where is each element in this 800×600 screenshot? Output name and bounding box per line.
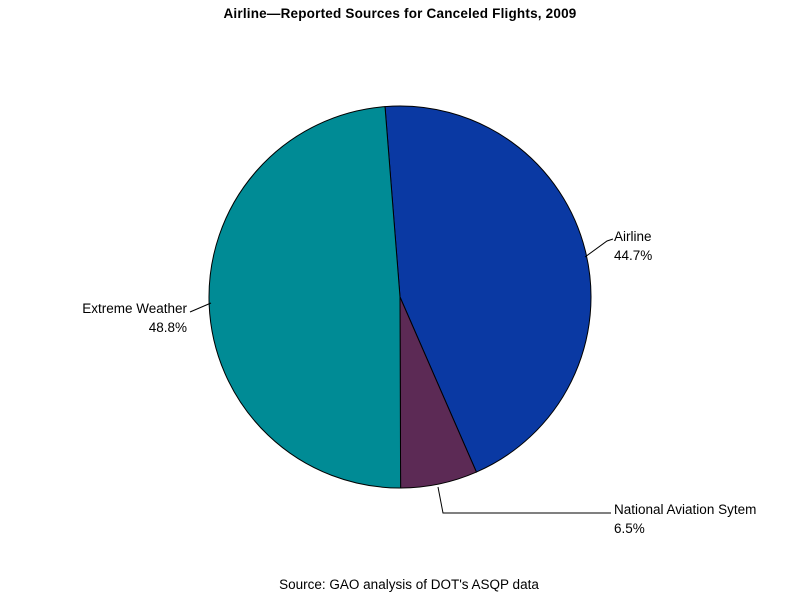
pie-slice-extreme-weather: [208, 106, 402, 489]
airline-slice-label: Airline 44.7%: [614, 227, 652, 265]
extreme-weather-slice-label: Extreme Weather 48.8%: [82, 299, 187, 337]
national-aviation-sytem-slice-label-pct: 6.5%: [614, 521, 645, 536]
pie-slices-group: [208, 105, 592, 489]
chart-title: Airline—Reported Sources for Canceled Fl…: [223, 6, 577, 21]
airline-slice-label-name: Airline: [614, 229, 652, 244]
extreme-weather-slice-label-name: Extreme Weather: [82, 301, 187, 316]
national-aviation-sytem-leader-line: [437, 486, 611, 514]
airline-leader-line: [584, 238, 614, 258]
airline-slice-label-pct: 44.7%: [614, 248, 653, 263]
national-aviation-sytem-slice-label-name: National Aviation Sytem: [614, 502, 757, 517]
extreme-weather-slice-label-pct: 48.8%: [148, 320, 187, 335]
extreme-weather-leader-line: [189, 302, 212, 313]
national-aviation-sytem-slice-label: National Aviation Sytem 6.5%: [614, 500, 756, 538]
source-note: Source: GAO analysis of DOT's ASQP data: [279, 577, 539, 592]
